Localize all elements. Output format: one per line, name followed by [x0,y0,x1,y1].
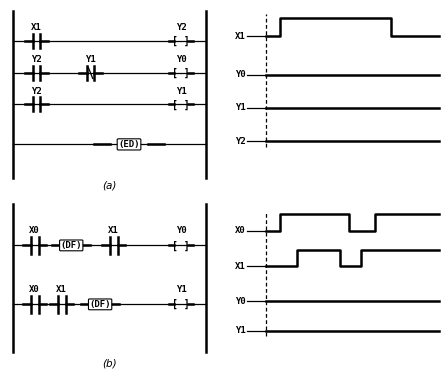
Text: Y1: Y1 [176,87,186,96]
Text: X0: X0 [29,226,40,235]
Text: (ED): (ED) [118,140,140,149]
Text: [ ]: [ ] [172,68,190,78]
Text: (a): (a) [103,181,117,191]
Text: X1: X1 [235,32,246,41]
Text: Y0: Y0 [176,226,186,235]
Text: Y1: Y1 [85,55,96,64]
Text: Y0: Y0 [235,70,246,79]
Text: X0: X0 [29,285,40,294]
Text: Y0: Y0 [176,55,186,64]
Text: (b): (b) [103,359,117,369]
Text: [ ]: [ ] [172,99,190,110]
Text: (DF): (DF) [60,241,82,250]
Text: Y2: Y2 [235,136,246,146]
Text: Y1: Y1 [235,103,246,112]
Text: X1: X1 [108,226,119,235]
Text: X1: X1 [235,262,246,271]
Text: Y2: Y2 [31,55,42,64]
Text: [ ]: [ ] [172,299,190,310]
Text: Y1: Y1 [235,326,246,335]
Text: X0: X0 [235,226,246,235]
Text: Y1: Y1 [176,285,186,294]
Text: (DF): (DF) [90,300,111,309]
Text: [ ]: [ ] [172,36,190,46]
Text: X1: X1 [56,285,67,294]
Text: [ ]: [ ] [172,240,190,251]
Text: Y2: Y2 [31,87,42,96]
Text: X1: X1 [31,23,42,33]
Text: Y2: Y2 [176,23,186,33]
Text: Y0: Y0 [235,297,246,306]
